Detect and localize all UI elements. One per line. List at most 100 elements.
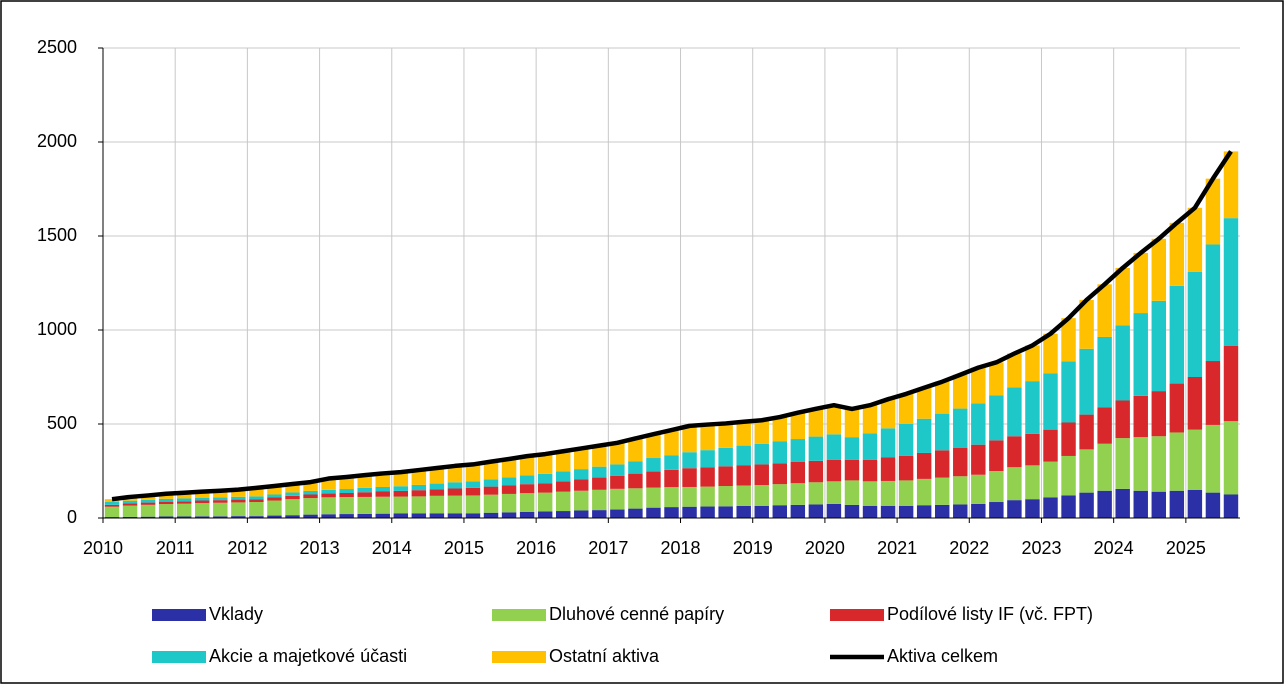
bar-segment	[1205, 178, 1221, 245]
bar-segment	[501, 493, 517, 513]
bar-segment	[772, 505, 788, 518]
bar-segment	[916, 478, 932, 506]
bar-segment	[1169, 222, 1185, 286]
bar-segment	[303, 514, 318, 518]
bar-segment	[718, 466, 733, 487]
bar-segment	[592, 477, 607, 490]
bar-segment	[339, 514, 354, 518]
bar-segment	[1025, 465, 1040, 500]
legend-label: Ostatní aktiva	[549, 646, 660, 666]
legend-swatch	[492, 609, 546, 621]
bar-segment	[862, 481, 878, 506]
bar-segment	[393, 472, 409, 487]
bar-segment	[1061, 361, 1076, 423]
legend-label: Podílové listy IF (vč. FPT)	[887, 604, 1093, 624]
bar-segment	[158, 501, 174, 505]
bar-segment	[1079, 492, 1094, 518]
bar-segment	[1223, 218, 1239, 346]
bar-segment	[953, 408, 968, 448]
bar-segment	[736, 505, 751, 518]
bar-segment	[555, 451, 571, 472]
bar-segment	[1223, 345, 1239, 422]
bar-segment	[285, 495, 300, 500]
x-tick-label: 2018	[661, 538, 701, 558]
bar-segment	[898, 424, 914, 456]
bar-segment	[664, 487, 679, 508]
bar-segment	[1061, 318, 1076, 362]
bar-segment	[628, 461, 643, 474]
bar-segment	[249, 487, 264, 497]
y-tick-label: 2000	[37, 131, 77, 151]
bar-segment	[339, 492, 354, 498]
bar-segment	[429, 513, 445, 518]
bar-segment	[628, 438, 643, 462]
bar-segment	[862, 405, 878, 434]
bar-segment	[1043, 429, 1058, 462]
bar-segment	[1205, 361, 1221, 425]
line-series	[111, 150, 1233, 502]
bar-segment	[646, 471, 661, 488]
bar-segment	[122, 505, 138, 517]
bar-segment	[555, 491, 571, 512]
bar-segment	[249, 496, 264, 500]
bar-segment	[700, 486, 715, 507]
bar-segment	[267, 500, 282, 516]
bar-segment	[971, 367, 986, 404]
bar-segment	[122, 500, 138, 504]
bar-segment	[610, 488, 625, 510]
bar-segment	[231, 499, 246, 503]
x-tick-label: 2013	[300, 538, 340, 558]
bar-segment	[1187, 429, 1203, 490]
bar-segment	[1133, 437, 1148, 491]
bar-segment	[646, 487, 661, 508]
bar-segment	[483, 512, 499, 518]
bar-segment	[772, 484, 788, 506]
bar-segment	[375, 513, 390, 518]
bar-segment	[1079, 348, 1094, 415]
bar-segment	[971, 403, 986, 445]
bar-segment	[754, 420, 769, 444]
bar-segment	[447, 482, 463, 489]
bar-segment	[1043, 373, 1058, 430]
bar-segment	[989, 502, 1004, 518]
bar-segment	[357, 492, 372, 497]
bar-segment	[646, 507, 661, 518]
bar-segment	[501, 477, 517, 486]
bar-segment	[1115, 438, 1130, 489]
bar-segment	[213, 516, 228, 518]
bar-segment	[195, 503, 210, 517]
bar-segment	[339, 497, 354, 515]
bar-segment	[1205, 424, 1221, 493]
bar-segment	[267, 515, 282, 518]
bar-segment	[176, 498, 192, 502]
bar-segment	[285, 499, 300, 516]
bar-segment	[808, 460, 824, 483]
bar-segment	[790, 504, 806, 518]
x-tick-label: 2023	[1021, 538, 1061, 558]
bar-segment	[537, 511, 553, 518]
x-tick-label: 2012	[227, 538, 267, 558]
bar-segment	[628, 488, 643, 509]
x-tick-label: 2017	[588, 538, 628, 558]
bar-segment	[898, 505, 914, 518]
bar-segment	[989, 362, 1004, 396]
bar-segment	[953, 476, 968, 505]
bar-segment	[195, 500, 210, 504]
bar-segment	[1115, 267, 1130, 326]
bar-segment	[664, 507, 679, 518]
bar-segment	[1007, 500, 1022, 518]
bar-segment	[1133, 313, 1148, 396]
bar-segment	[754, 464, 769, 486]
bar-segment	[574, 448, 589, 470]
bar-segment	[213, 500, 228, 503]
bar-segment	[610, 475, 625, 489]
bar-segment	[158, 504, 174, 517]
y-tick-label: 1000	[37, 319, 77, 339]
x-tick-label: 2014	[372, 538, 412, 558]
bar-segment	[483, 479, 499, 487]
bar-segment	[393, 490, 409, 497]
bar-segment	[158, 516, 174, 518]
bar-segment	[429, 467, 445, 484]
bar-segment	[1187, 207, 1203, 272]
